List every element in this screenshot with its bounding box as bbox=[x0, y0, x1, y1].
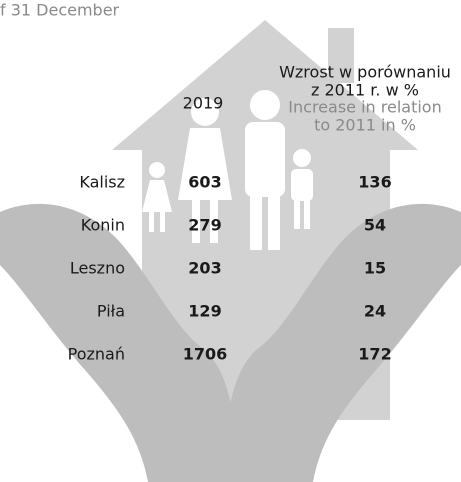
header-note: f 31 December bbox=[0, 1, 120, 20]
increase-value: 136 bbox=[358, 173, 391, 192]
city-name: Piła bbox=[97, 302, 125, 321]
city-name: Konin bbox=[81, 216, 125, 235]
city-name: Poznań bbox=[68, 345, 125, 364]
increase-value: 54 bbox=[364, 216, 386, 235]
value-2019: 279 bbox=[188, 216, 221, 235]
increase-value: 24 bbox=[364, 302, 386, 321]
column-increase-pl: Wzrost w porównaniu bbox=[279, 63, 451, 82]
value-2019: 603 bbox=[188, 173, 221, 192]
city-name: Leszno bbox=[70, 259, 125, 278]
increase-value: 172 bbox=[358, 345, 391, 364]
column-increase-en: Increase in relation bbox=[288, 98, 441, 117]
value-2019: 203 bbox=[188, 259, 221, 278]
column-year: 2019 bbox=[183, 94, 224, 113]
column-increase-en: to 2011 in % bbox=[314, 116, 416, 135]
value-2019: 1706 bbox=[183, 345, 228, 364]
infographic: f 31 December 2019 Wzrost w porównaniu z… bbox=[0, 0, 461, 482]
increase-value: 15 bbox=[364, 259, 386, 278]
city-name: Kalisz bbox=[79, 173, 125, 192]
value-2019: 129 bbox=[188, 302, 221, 321]
